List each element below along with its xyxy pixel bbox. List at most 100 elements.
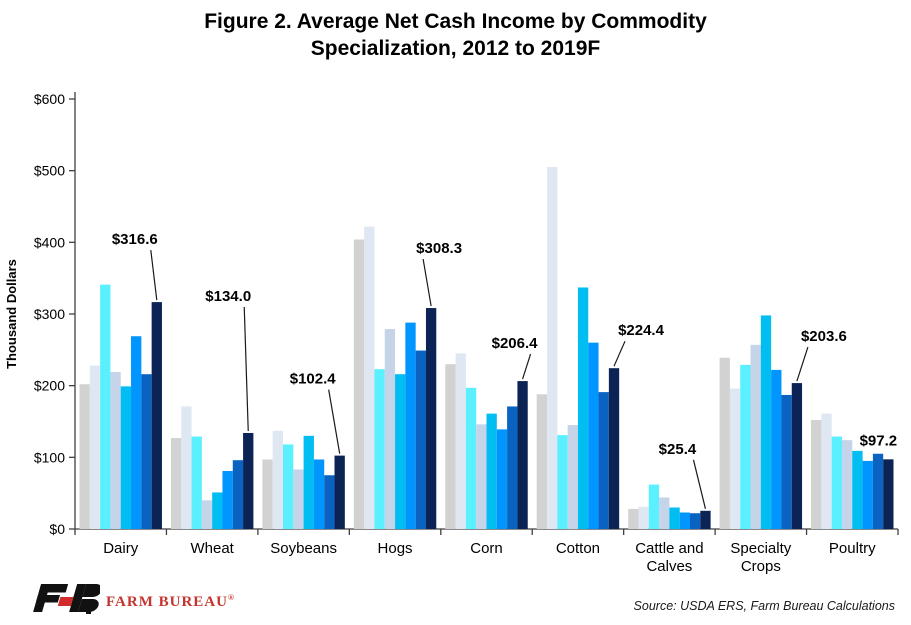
- annotation-leader-line: [150, 250, 158, 301]
- bar-cattle-and-calves-2012: [628, 508, 639, 529]
- annotation-value-label: $316.6: [112, 231, 158, 248]
- y-tick-label: $400: [34, 234, 65, 250]
- bar-wheat-2019F: [243, 432, 254, 529]
- bar-cotton-2016: [577, 287, 589, 529]
- bar-specialty-crops-2015: [750, 344, 761, 529]
- bar-cattle-and-calves-2018: [690, 513, 701, 529]
- category-label: Hogs: [378, 540, 413, 557]
- bar-hogs-2016: [395, 374, 406, 529]
- bar-cattle-and-calves-2014: [648, 484, 660, 529]
- category-label: Dairy: [103, 540, 139, 557]
- bar-poultry-2013: [821, 413, 832, 529]
- bar-hogs-2019F: [425, 308, 437, 529]
- annotation-leader-line: [692, 459, 707, 509]
- y-tick-label: $100: [34, 449, 65, 465]
- footer: FARM BUREAU® Source: USDA ERS, Farm Bure…: [0, 577, 911, 625]
- category-label: Cotton: [556, 540, 600, 557]
- bar-wheat-2015: [201, 500, 213, 529]
- bar-wheat-2016: [212, 492, 223, 529]
- chart-title: Figure 2. Average Net Cash Income by Com…: [0, 8, 911, 62]
- annotation-leader-line: [521, 353, 532, 380]
- annotation-value-label: $97.2: [860, 432, 898, 449]
- bar-hogs-2014: [374, 369, 385, 529]
- annotation-value-label: $206.4: [492, 335, 539, 352]
- bar-dairy-2012: [79, 384, 90, 529]
- category-label: Cattle and: [635, 540, 703, 557]
- category-label: Soybeans: [270, 540, 337, 557]
- bar-poultry-2017: [862, 460, 873, 529]
- bar-chart-plot: $0 $100 $200 $300 $400 $500 $600 Thousand Dolla…: [4, 91, 899, 575]
- annotation-leader-line: [243, 306, 249, 431]
- bar-specialty-crops-2012: [719, 357, 730, 529]
- registered-mark: ®: [227, 593, 235, 602]
- bar-cotton-2018: [598, 392, 609, 529]
- annotation-leader-line: [796, 346, 809, 382]
- bar-soybeans-2019F: [334, 455, 345, 529]
- chart-title-line2: Specialization, 2012 to 2019F: [310, 37, 601, 60]
- bar-specialty-crops-2016: [760, 315, 772, 529]
- bar-soybeans-2017: [313, 459, 325, 529]
- farm-bureau-logo-icon: [33, 584, 100, 614]
- bar-specialty-crops-2017: [771, 369, 782, 529]
- y-tick-label: $600: [34, 91, 65, 107]
- bar-specialty-crops-2018: [781, 394, 792, 529]
- bar-wheat-2017: [222, 470, 233, 529]
- bar-wheat-2013: [181, 406, 192, 529]
- bar-soybeans-2015: [293, 469, 304, 529]
- bar-wheat-2018: [232, 460, 244, 529]
- bar-corn-2016: [486, 413, 497, 529]
- source-note: Source: USDA ERS, Farm Bureau Calculatio…: [633, 599, 895, 613]
- bar-cattle-and-calves-2017: [679, 512, 690, 529]
- category-label: Poultry: [829, 540, 876, 557]
- bar-hogs-2013: [364, 226, 375, 529]
- bar-dairy-2014: [100, 284, 111, 529]
- bar-soybeans-2018: [324, 475, 335, 529]
- bar-dairy-2019F: [151, 302, 162, 529]
- bar-specialty-crops-2013: [729, 388, 741, 529]
- bar-poultry-2015: [841, 440, 853, 529]
- bar-dairy-2018: [141, 374, 152, 529]
- bar-soybeans-2014: [283, 444, 294, 529]
- annotation-value-label: $134.0: [205, 288, 251, 305]
- bar-hogs-2017: [405, 322, 416, 529]
- bar-wheat-2014: [191, 436, 202, 529]
- bar-corn-2013: [455, 353, 466, 529]
- brand-name: FARM BUREAU®: [106, 593, 235, 611]
- bar-poultry-2012: [811, 420, 822, 529]
- bar-corn-2012: [445, 364, 456, 529]
- annotation-value-label: $102.4: [290, 371, 337, 388]
- annotation-value-label: $308.3: [416, 240, 462, 257]
- y-tick-label: $300: [34, 306, 65, 322]
- bar-hogs-2012: [353, 239, 365, 529]
- bar-cotton-2014: [557, 435, 568, 529]
- bar-dairy-2015: [110, 372, 121, 529]
- bar-corn-2019F: [517, 381, 528, 529]
- bar-cattle-and-calves-2013: [638, 506, 649, 529]
- bar-dairy-2013: [89, 365, 101, 529]
- bar-poultry-2014: [831, 436, 842, 529]
- bar-cotton-2019F: [608, 368, 620, 529]
- bar-poultry-2018: [872, 453, 884, 529]
- bar-hogs-2015: [384, 329, 396, 529]
- annotation-value-label: $203.6: [801, 328, 847, 345]
- bar-poultry-2019F: [883, 459, 894, 529]
- bar-cotton-2012: [536, 394, 548, 529]
- annotation-value-label: $25.4: [659, 441, 697, 458]
- y-axis-title: Thousand Dollars: [4, 259, 19, 369]
- bar-poultry-2016: [852, 450, 863, 529]
- bar-soybeans-2016: [303, 435, 314, 529]
- bar-dairy-2017: [131, 336, 142, 529]
- bar-soybeans-2013: [272, 430, 283, 529]
- bar-hogs-2018: [415, 350, 426, 529]
- bar-soybeans-2012: [262, 459, 273, 529]
- bar-cotton-2017: [588, 342, 599, 529]
- bar-cattle-and-calves-2015: [659, 497, 670, 529]
- chart-title-line1: Figure 2. Average Net Cash Income by Com…: [204, 10, 707, 33]
- bar-corn-2018: [507, 406, 518, 529]
- bar-dairy-2016: [120, 386, 132, 529]
- y-tick-label: $0: [49, 521, 65, 537]
- y-tick-label: $200: [34, 378, 65, 394]
- bar-cotton-2013: [547, 167, 558, 529]
- bar-corn-2017: [496, 429, 508, 529]
